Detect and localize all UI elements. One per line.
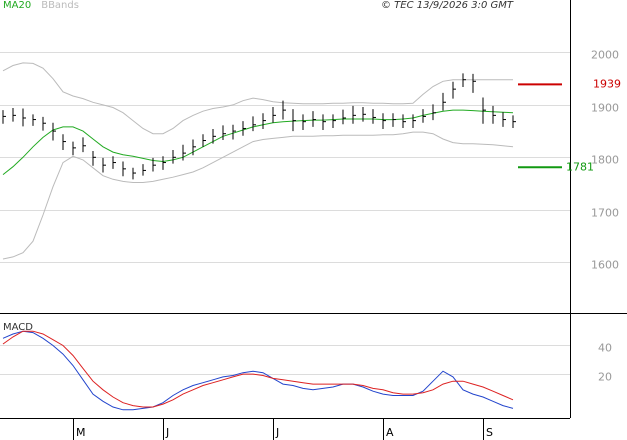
macd-title: MACD xyxy=(3,322,33,333)
y-tick-label: 1800 xyxy=(591,154,619,167)
y-tick-label: 2000 xyxy=(591,49,619,62)
band-lower xyxy=(2,131,514,260)
y-tick-label: 1900 xyxy=(591,102,619,115)
ma-line xyxy=(2,109,514,175)
macd-line xyxy=(2,330,514,408)
x-tick-label: S xyxy=(486,426,493,439)
legend-entry: MA20 xyxy=(3,0,31,11)
macd-line xyxy=(2,330,514,411)
y-tick-label: 40 xyxy=(598,342,612,355)
legend-entry: BBands xyxy=(41,0,79,11)
y-tick-label: 1700 xyxy=(591,207,619,220)
x-tick-label: J xyxy=(165,426,169,439)
y-tick-label: 20 xyxy=(598,371,612,384)
marker-label: 1781 xyxy=(566,160,594,173)
x-tick-label: M xyxy=(76,426,86,439)
source: © TEC 13/9/2026 3:0 GMT xyxy=(381,0,514,11)
x-tick-label: A xyxy=(386,426,394,439)
band-upper xyxy=(2,62,513,135)
marker-label: 1939 xyxy=(593,77,621,90)
y-tick-label: 1600 xyxy=(591,259,619,272)
x-tick-label: J xyxy=(275,426,279,439)
